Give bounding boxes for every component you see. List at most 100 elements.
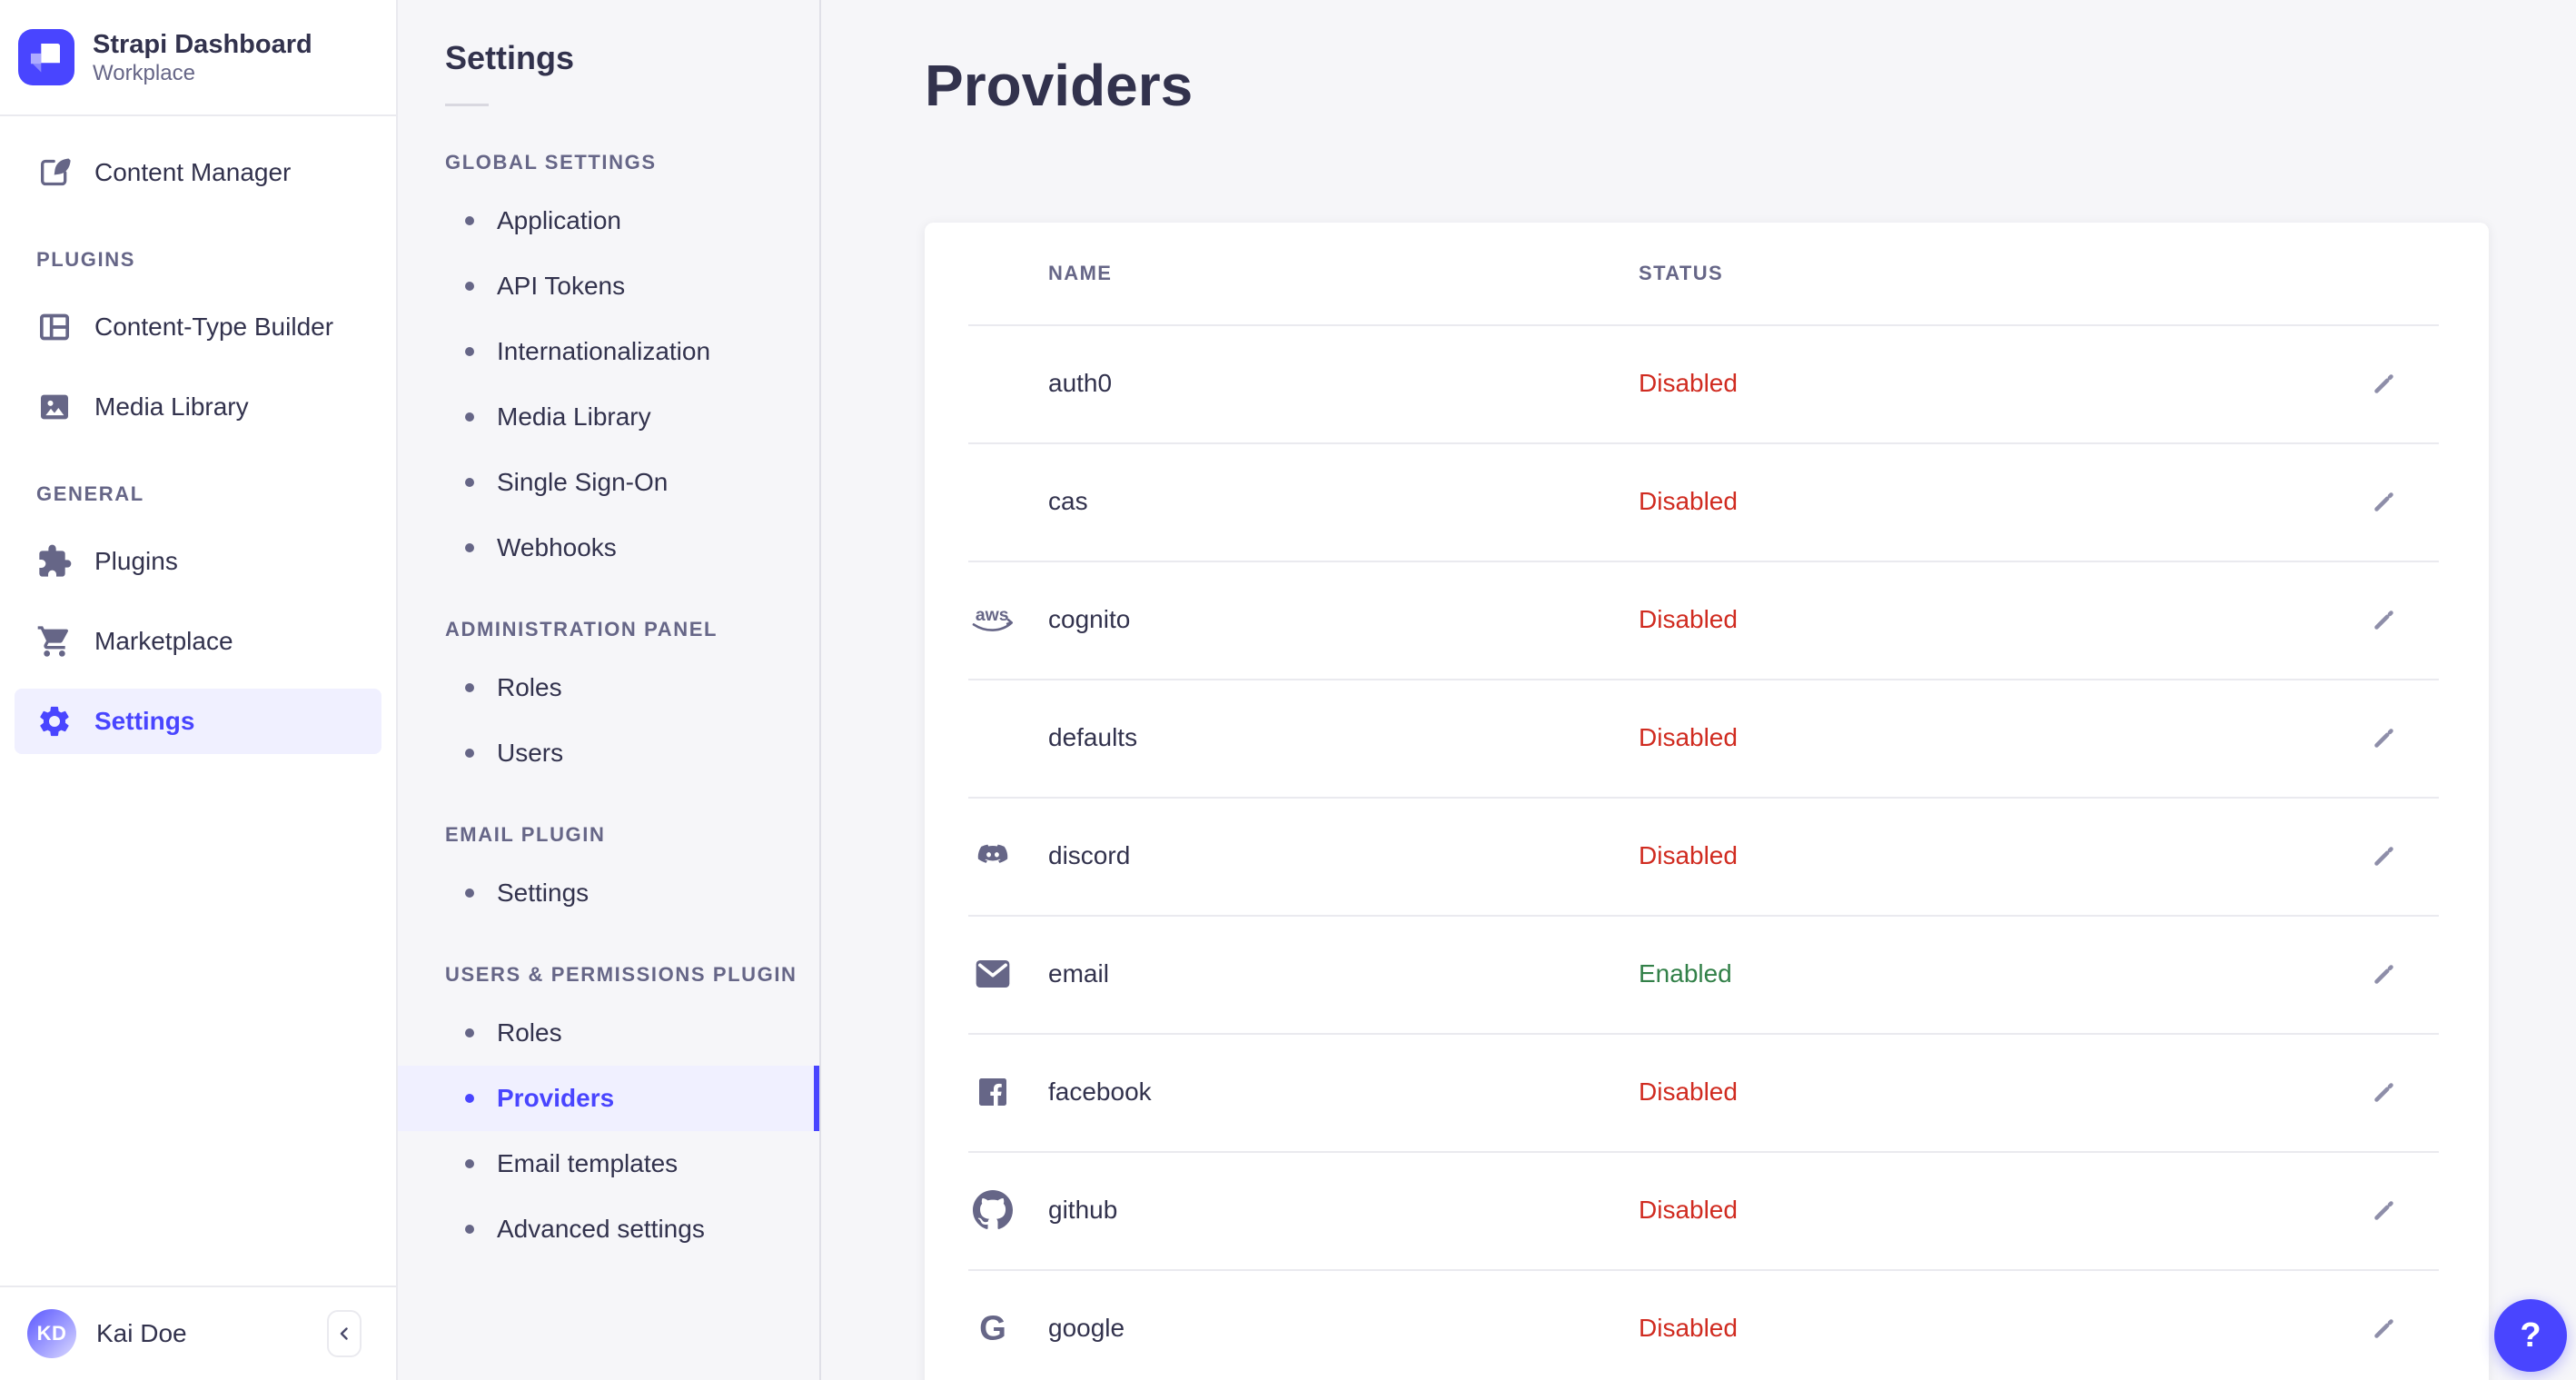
subnav-section: ADMINISTRATION PANEL Roles Users [398,617,819,786]
subnav-item-roles[interactable]: Roles [398,1000,819,1066]
sidebar-item-content-manager[interactable]: Content Manager [15,140,381,205]
provider-row-auth0[interactable]: auth0 Disabled [925,324,2489,442]
subnav-item-settings[interactable]: Settings [398,860,819,926]
provider-row-cas[interactable]: cas Disabled [925,442,2489,561]
workspace-name: Workplace [93,61,195,85]
table-header: NAME STATUS [925,223,2489,324]
bullet-icon [465,1094,474,1103]
bullet-icon [465,1159,474,1168]
subnav-item-providers[interactable]: Providers [398,1066,819,1131]
bullet-icon [465,282,474,291]
sidebar-item-settings[interactable]: Settings [15,689,381,754]
provider-name: email [1048,959,1109,988]
subnav-item-webhooks[interactable]: Webhooks [398,515,819,581]
subnav-item-api-tokens[interactable]: API Tokens [398,253,819,319]
subnav-item-internationalization[interactable]: Internationalization [398,319,819,384]
help-button[interactable]: ? [2494,1299,2567,1372]
edit-provider-button[interactable] [2355,354,2413,412]
subnav-item-email-templates[interactable]: Email templates [398,1131,819,1196]
edit-provider-button[interactable] [2355,1063,2413,1121]
subnav-item-label: Webhooks [497,533,617,561]
subnav-item-advanced-settings[interactable]: Advanced settings [398,1196,819,1262]
subnav-item-label: Single Sign-On [497,468,669,496]
sidebar-item-marketplace[interactable]: Marketplace [15,609,381,674]
bullet-icon [465,478,474,487]
status-text: Disabled [1639,723,1738,751]
subnav-item-users[interactable]: Users [398,720,819,786]
edit-provider-button[interactable] [2355,472,2413,531]
subnav-sections: GLOBAL SETTINGS Application API Tokens Inte… [398,150,819,1262]
sidebar-item-label: Content Manager [94,158,292,186]
provider-row-cognito[interactable]: aws cognito Disabled [925,561,2489,679]
status-text: Disabled [1639,841,1738,869]
status-text: Disabled [1639,1314,1738,1342]
user-name: Kai Doe [96,1319,187,1347]
provider-row-email[interactable]: email Enabled [925,915,2489,1033]
sidebar-nav: Content Manager PLUGINS Content-Type Build… [0,116,396,754]
subnav-item-application[interactable]: Application [398,188,819,253]
edit-provider-button[interactable] [2355,945,2413,1003]
subnav-items: Application API Tokens Internationalizatio… [398,188,819,581]
edit-provider-button[interactable] [2355,709,2413,767]
provider-row-defaults[interactable]: defaults Disabled [925,679,2489,797]
provider-row-facebook[interactable]: facebook Disabled [925,1033,2489,1151]
content-manager-icon [36,154,73,191]
subnav-items: Roles Users [398,655,819,786]
bullet-icon [465,216,474,225]
provider-name: cas [1048,487,1088,515]
provider-name: auth0 [1048,369,1113,397]
subnav-section-label: USERS & PERMISSIONS PLUGIN [445,963,798,986]
strapi-logo-icon [18,29,74,85]
subnav-items: Settings [398,860,819,926]
provider-name: discord [1048,841,1131,869]
collapse-sidebar-button[interactable] [327,1310,362,1357]
subnav-section-label: GLOBAL SETTINGS [445,151,657,174]
sidebar-item-plugins[interactable]: Plugins [15,529,381,594]
github-icon [937,1190,1048,1230]
sidebar-item-media-library[interactable]: Media Library [15,374,381,440]
bullet-icon [465,683,474,692]
bullet-icon [465,543,474,552]
subnav-item-label: Users [497,739,564,767]
status-text: Disabled [1639,487,1738,515]
subnav-title: Settings [445,39,575,76]
pencil-icon [2371,1196,2398,1224]
column-header-status: STATUS [1639,262,1724,284]
edit-provider-button[interactable] [2355,827,2413,885]
sidebar-item-content-type-builder[interactable]: Content-Type Builder [15,294,381,360]
subnav-section: USERS & PERMISSIONS PLUGIN Roles Providers… [398,962,819,1262]
settings-subnav: Settings GLOBAL SETTINGS Application API T… [398,0,821,1380]
subnav-section: GLOBAL SETTINGS Application API Tokens Inte… [398,150,819,581]
bullet-icon [465,347,474,356]
subnav-item-label: Roles [497,673,562,701]
sidebar-item-label: Marketplace [94,627,233,655]
edit-provider-button[interactable] [2355,1299,2413,1357]
table-body: auth0 Disabled cas Disabled aws cognito Disabl… [925,324,2489,1380]
sidebar-item-label: Media Library [94,392,249,421]
subnav-item-label: Application [497,206,621,234]
subnav-item-label: Settings [497,879,590,907]
provider-row-discord[interactable]: discord Disabled [925,797,2489,915]
edit-provider-button[interactable] [2355,591,2413,649]
edit-provider-button[interactable] [2355,1181,2413,1239]
provider-name: github [1048,1196,1118,1224]
sidebar: Strapi Dashboard Workplace Content Manag… [0,0,398,1380]
facebook-icon [937,1074,1048,1110]
subnav-item-roles[interactable]: Roles [398,655,819,720]
subnav-item-label: Advanced settings [497,1215,705,1243]
bullet-icon [465,1028,474,1037]
subnav-item-label: Media Library [497,402,651,431]
provider-row-github[interactable]: github Disabled [925,1151,2489,1269]
app-title: Strapi Dashboard [93,30,312,59]
subnav-item-media-library[interactable]: Media Library [398,384,819,450]
status-text: Disabled [1639,1077,1738,1106]
content-type-builder-icon [36,309,73,345]
subnav-section: EMAIL PLUGIN Settings [398,822,819,926]
subnav-item-single-sign-on[interactable]: Single Sign-On [398,450,819,515]
status-text: Disabled [1639,369,1738,397]
cart-icon [36,623,73,660]
status-text: Disabled [1639,1196,1738,1224]
provider-name: cognito [1048,605,1131,633]
sidebar-section-label: PLUGINS [36,248,135,271]
